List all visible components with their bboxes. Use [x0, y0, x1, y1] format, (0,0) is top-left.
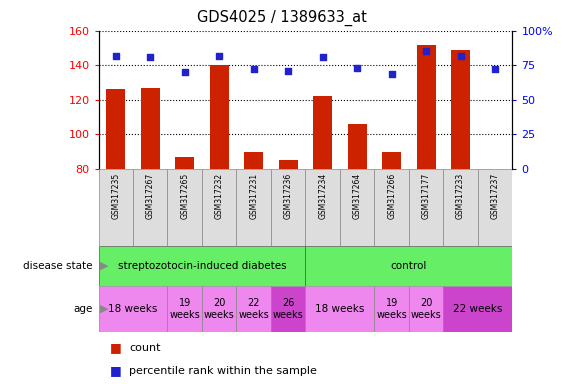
Text: 20
weeks: 20 weeks	[204, 298, 235, 320]
Bar	[374, 169, 409, 246]
Point	[422, 48, 431, 55]
Text: GDS4025 / 1389633_at: GDS4025 / 1389633_at	[196, 10, 367, 26]
Bar	[141, 88, 160, 169]
Bar	[443, 286, 512, 332]
Text: ▶: ▶	[100, 261, 108, 271]
Point	[284, 68, 293, 74]
Bar	[244, 152, 263, 169]
Bar	[168, 169, 202, 246]
Bar	[271, 169, 305, 246]
Bar	[271, 286, 305, 332]
Text: ■: ■	[110, 341, 122, 354]
Bar	[99, 246, 305, 286]
Point	[146, 54, 155, 60]
Text: GSM317177: GSM317177	[422, 173, 431, 219]
Point	[387, 71, 396, 77]
Text: GSM317231: GSM317231	[249, 173, 258, 219]
Point	[180, 69, 189, 75]
Text: age: age	[74, 304, 93, 314]
Bar	[374, 286, 409, 332]
Bar	[451, 50, 470, 169]
Bar	[417, 45, 436, 169]
Text: disease state: disease state	[24, 261, 93, 271]
Text: 19
weeks: 19 weeks	[169, 298, 200, 320]
Bar	[305, 286, 374, 332]
Text: 22 weeks: 22 weeks	[453, 304, 503, 314]
Text: GSM317267: GSM317267	[146, 173, 155, 219]
Bar	[133, 169, 168, 246]
Bar	[279, 161, 298, 169]
Bar	[382, 152, 401, 169]
Point	[456, 53, 465, 59]
Text: ▶: ▶	[100, 304, 108, 314]
Text: 19
weeks: 19 weeks	[376, 298, 407, 320]
Text: GSM317234: GSM317234	[318, 173, 327, 219]
Bar	[202, 286, 236, 332]
Bar	[168, 286, 202, 332]
Point	[215, 53, 224, 59]
Text: count: count	[129, 343, 161, 353]
Text: 18 weeks: 18 weeks	[315, 304, 365, 314]
Text: 18 weeks: 18 weeks	[108, 304, 158, 314]
Point	[249, 66, 258, 73]
Text: 22
weeks: 22 weeks	[238, 298, 269, 320]
Bar	[175, 157, 194, 169]
Text: GSM317235: GSM317235	[111, 173, 120, 219]
Text: ■: ■	[110, 364, 122, 377]
Text: GSM317265: GSM317265	[180, 173, 189, 219]
Bar	[236, 169, 271, 246]
Point	[318, 54, 327, 60]
Text: percentile rank within the sample: percentile rank within the sample	[129, 366, 318, 376]
Bar	[305, 246, 512, 286]
Text: GSM317236: GSM317236	[284, 173, 293, 219]
Bar	[210, 65, 229, 169]
Bar	[478, 169, 512, 246]
Bar	[348, 124, 367, 169]
Bar	[106, 89, 125, 169]
Bar	[202, 169, 236, 246]
Bar	[99, 169, 133, 246]
Text: GSM317266: GSM317266	[387, 173, 396, 219]
Text: GSM317237: GSM317237	[490, 173, 499, 219]
Bar	[340, 169, 374, 246]
Bar	[409, 286, 443, 332]
Text: 26
weeks: 26 weeks	[273, 298, 303, 320]
Point	[352, 65, 361, 71]
Bar	[305, 169, 340, 246]
Bar	[236, 286, 271, 332]
Bar	[99, 286, 168, 332]
Point	[490, 66, 499, 73]
Text: GSM317233: GSM317233	[456, 173, 465, 219]
Bar	[313, 96, 332, 169]
Bar	[443, 169, 478, 246]
Point	[111, 53, 120, 59]
Text: GSM317264: GSM317264	[352, 173, 361, 219]
Text: streptozotocin-induced diabetes: streptozotocin-induced diabetes	[118, 261, 287, 271]
Text: GSM317232: GSM317232	[215, 173, 224, 219]
Text: control: control	[391, 261, 427, 271]
Bar	[409, 169, 443, 246]
Text: 20
weeks: 20 weeks	[411, 298, 441, 320]
